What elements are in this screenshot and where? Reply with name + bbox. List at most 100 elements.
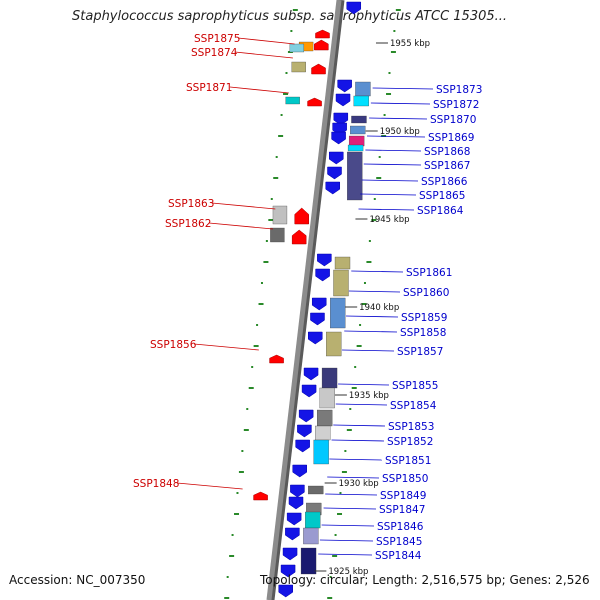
forward-gene-label[interactable]: SSP1873 — [436, 84, 482, 96]
reverse-feature-box[interactable] — [285, 96, 300, 105]
forward-feature-box[interactable] — [317, 409, 333, 427]
reverse-gene-label[interactable]: SSP1874 — [191, 47, 238, 59]
forward-feature-box[interactable] — [334, 256, 351, 270]
forward-feature-box[interactable] — [308, 485, 324, 495]
forward-gene-label[interactable]: SSP1852 — [387, 436, 433, 448]
reverse-gene-arrow[interactable] — [307, 97, 322, 107]
forward-gene-arrow[interactable] — [285, 527, 300, 541]
forward-gene-label[interactable]: SSP1845 — [376, 536, 422, 548]
forward-gene-label[interactable]: SSP1844 — [375, 550, 422, 562]
forward-gene-arrow[interactable] — [310, 312, 325, 326]
topology-label: Topology: circular; Length: 2,516,575 bp… — [260, 573, 590, 587]
forward-gene-label[interactable]: SSP1870 — [430, 114, 476, 126]
forward-gene-arrow[interactable] — [337, 79, 352, 93]
reverse-gene-label[interactable]: SSP1848 — [133, 478, 179, 490]
reverse-gene-arrow[interactable] — [294, 207, 309, 225]
forward-gene-label[interactable]: SSP1864 — [417, 205, 464, 217]
forward-leader-line — [360, 193, 417, 196]
forward-gene-arrow[interactable] — [301, 384, 317, 398]
forward-gene-arrow[interactable] — [331, 131, 346, 145]
forward-gene-arrow[interactable] — [333, 112, 349, 126]
reverse-gene-arrow[interactable] — [269, 354, 284, 364]
forward-feature-box[interactable] — [330, 297, 346, 329]
forward-gene-label[interactable]: SSP1851 — [385, 455, 431, 467]
reverse-gene-label[interactable]: SSP1875 — [194, 33, 240, 45]
forward-leader-line — [329, 458, 383, 461]
forward-feature-box[interactable] — [353, 95, 369, 107]
forward-gene-arrow[interactable] — [311, 297, 327, 311]
forward-gene-label[interactable]: SSP1849 — [380, 490, 426, 502]
forward-gene-label[interactable]: SSP1872 — [433, 99, 479, 111]
reverse-feature-box[interactable] — [272, 205, 288, 225]
forward-feature-box[interactable] — [303, 527, 319, 545]
forward-gene-label[interactable]: SSP1868 — [424, 146, 470, 158]
forward-feature-box[interactable] — [347, 151, 363, 201]
forward-gene-arrow[interactable] — [292, 464, 307, 478]
forward-feature-box[interactable] — [305, 511, 321, 529]
forward-gene-arrow[interactable] — [317, 253, 332, 267]
forward-gene-arrow[interactable] — [335, 93, 351, 107]
forward-gene-label[interactable]: SSP1858 — [400, 327, 446, 339]
forward-gene-arrow[interactable] — [290, 484, 305, 498]
tick-label: 1955 kbp — [390, 39, 430, 49]
forward-gene-label[interactable]: SSP1860 — [403, 287, 449, 299]
forward-feature-box[interactable] — [348, 135, 365, 147]
reverse-gene-label[interactable]: SSP1871 — [186, 82, 232, 94]
reverse-gene-label[interactable]: SSP1856 — [150, 339, 197, 351]
forward-gene-label[interactable]: SSP1867 — [424, 160, 470, 172]
forward-leader-line — [333, 424, 386, 427]
reverse-feature-box[interactable] — [291, 61, 306, 73]
forward-gene-arrow[interactable] — [315, 268, 330, 282]
forward-gene-label[interactable]: SSP1861 — [406, 267, 452, 279]
forward-gene-label[interactable]: SSP1847 — [379, 504, 425, 516]
forward-feature-box[interactable] — [350, 125, 366, 135]
reverse-leader-line — [229, 86, 289, 94]
reverse-gene-arrow[interactable] — [311, 63, 326, 75]
reverse-gene-label[interactable]: SSP1863 — [168, 198, 214, 210]
forward-gene-arrow[interactable] — [329, 151, 344, 165]
forward-feature-box[interactable] — [355, 81, 371, 97]
forward-feature-box[interactable] — [315, 425, 331, 441]
forward-feature-box[interactable] — [319, 387, 335, 409]
forward-gene-arrow[interactable] — [288, 496, 304, 510]
forward-gene-label[interactable]: SSP1865 — [419, 190, 465, 202]
forward-gene-arrow[interactable] — [327, 166, 342, 180]
forward-gene-arrow[interactable] — [278, 584, 293, 598]
forward-gene-label[interactable]: SSP1869 — [428, 132, 474, 144]
forward-gene-label[interactable]: SSP1859 — [401, 312, 447, 324]
forward-gene-label[interactable]: SSP1854 — [390, 400, 437, 412]
forward-gene-arrow[interactable] — [295, 439, 310, 453]
forward-leader-line — [321, 524, 375, 527]
forward-feature-box[interactable] — [326, 331, 342, 357]
reverse-gene-arrow[interactable] — [291, 229, 307, 245]
forward-gene-label[interactable]: SSP1850 — [382, 473, 428, 485]
reverse-feature-box[interactable] — [289, 43, 305, 53]
reverse-feature-box[interactable] — [270, 227, 285, 243]
forward-feature-box[interactable] — [300, 547, 317, 575]
reverse-gene-arrow[interactable] — [253, 491, 268, 501]
forward-gene-label[interactable]: SSP1853 — [388, 421, 434, 433]
forward-gene-label[interactable]: SSP1857 — [397, 346, 443, 358]
forward-gene-arrow[interactable] — [282, 547, 298, 561]
forward-feature-box[interactable] — [351, 115, 367, 124]
forward-gene-arrow[interactable] — [325, 181, 341, 195]
forward-feature-box[interactable] — [347, 144, 364, 152]
reverse-gene-arrow[interactable] — [315, 29, 330, 39]
forward-feature-box[interactable] — [333, 269, 349, 297]
forward-gene-arrow[interactable] — [286, 512, 302, 526]
forward-leader-line — [367, 135, 426, 138]
forward-gene-arrow[interactable] — [298, 409, 314, 423]
forward-gene-arrow[interactable] — [280, 564, 296, 578]
forward-gene-label[interactable]: SSP1846 — [377, 521, 424, 533]
forward-gene-arrow[interactable] — [303, 367, 319, 381]
forward-gene-arrow[interactable] — [308, 331, 323, 345]
reverse-gene-arrow[interactable] — [314, 39, 329, 51]
forward-gene-label[interactable]: SSP1866 — [421, 176, 468, 188]
reverse-gene-label[interactable]: SSP1862 — [165, 218, 211, 230]
forward-leader-line — [361, 179, 419, 182]
forward-feature-box[interactable] — [321, 367, 338, 389]
forward-gene-label[interactable]: SSP1855 — [392, 380, 438, 392]
forward-gene-arrow[interactable] — [297, 424, 312, 438]
forward-gene-arrow[interactable] — [346, 1, 362, 15]
forward-feature-box[interactable] — [313, 439, 329, 465]
